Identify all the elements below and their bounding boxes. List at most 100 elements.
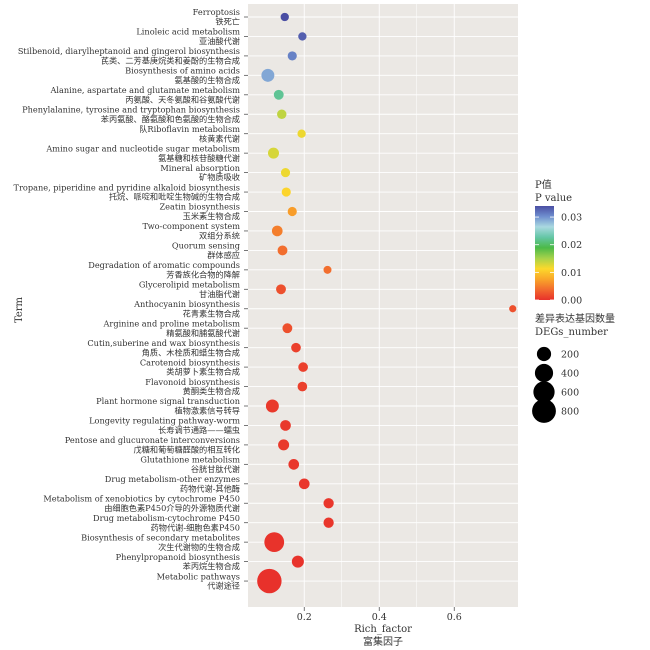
data-point bbox=[288, 459, 300, 470]
term-label-en: Metabolism of xenobiotics by cytochrome … bbox=[43, 493, 240, 503]
term-label-en: Biosynthesis of secondary metabolites bbox=[81, 532, 240, 542]
data-point bbox=[298, 32, 307, 41]
term-label-cn: 苯丙烷生物合成 bbox=[183, 561, 240, 571]
data-point bbox=[278, 439, 290, 451]
color-legend-title-en: P value bbox=[535, 193, 572, 204]
color-legend-label: 0.00 bbox=[561, 296, 582, 307]
term-label-en: Zeatin biosynthesis bbox=[159, 202, 240, 212]
term-label-en: Amino sugar and nucleotide sugar metabol… bbox=[45, 143, 240, 153]
term-label-cn: 黄酮类生物合成 bbox=[183, 386, 240, 396]
size-legend-label: 800 bbox=[561, 407, 579, 418]
term-label-cn: 丙氨酸、天冬氨酸和谷氨酸代谢 bbox=[125, 94, 240, 104]
term-label-cn: 铁死亡 bbox=[215, 17, 240, 27]
data-point bbox=[277, 245, 288, 256]
data-point bbox=[267, 147, 280, 159]
term-label-en: Phenylalanine, tyrosine and tryptophan b… bbox=[22, 104, 240, 114]
data-point bbox=[291, 342, 301, 353]
color-legend-bar bbox=[535, 206, 554, 300]
term-label-cn: 苯丙氨酸、酪氨酸和色氨酸的生物合成 bbox=[101, 114, 240, 124]
term-label-cn: 药物代谢-细胞色素P450 bbox=[151, 522, 240, 532]
size-legend-circle bbox=[536, 346, 552, 362]
term-label-en: Quorum sensing bbox=[172, 241, 240, 251]
term-label-cn: 氨基酸的生物合成 bbox=[174, 75, 240, 85]
term-label-cn: 芪类、二芳基庚烷类和姜酚的生物合成 bbox=[101, 56, 240, 66]
term-label-cn: 亚油酸代谢 bbox=[199, 36, 240, 46]
term-label-en: Tropane, piperidine and pyridine alkaloi… bbox=[14, 182, 240, 192]
term-label-cn: 核黄素代谢 bbox=[199, 133, 240, 143]
data-point bbox=[276, 284, 286, 295]
term-label-en: Phenylpropanoid biosynthesis bbox=[116, 552, 240, 562]
term-label-cn: 双组分系统 bbox=[199, 231, 240, 241]
term-label-en: Two-component system bbox=[142, 221, 240, 231]
data-point bbox=[287, 206, 297, 217]
data-point bbox=[287, 51, 297, 61]
term-label-en: Drug metabolism-cytochrome P450 bbox=[93, 513, 240, 523]
x-tick-label: 0.6 bbox=[447, 612, 462, 623]
term-label-cn: 甘油脂代谢 bbox=[199, 289, 240, 299]
term-label-cn: 矿物质吸收 bbox=[199, 172, 240, 182]
term-label-en: Longevity regulating pathway-worm bbox=[89, 416, 240, 426]
term-label-en: Glycerolipid metabolism bbox=[139, 280, 240, 290]
term-label-en: Flavonoid biosynthesis bbox=[145, 377, 240, 387]
size-legend-label: 600 bbox=[561, 388, 579, 399]
size-legend: 差异表达基因数量 DEGs_number 200 400 600 800 bbox=[532, 312, 615, 423]
x-axis-title: Rich_factor bbox=[354, 624, 412, 635]
data-point bbox=[298, 362, 308, 372]
term-label-en: Degradation of aromatic compounds bbox=[88, 260, 240, 270]
size-legend-circle bbox=[533, 381, 555, 403]
data-point bbox=[297, 129, 306, 138]
term-label-cn: 代谢途径 bbox=[207, 581, 240, 591]
size-legend-label: 200 bbox=[561, 350, 579, 361]
term-label-cn: 药物代谢-其他酶 bbox=[180, 483, 240, 493]
x-tick-label: 0.2 bbox=[297, 612, 312, 623]
data-point bbox=[323, 498, 334, 509]
term-label-en: Linoleic acid metabolism bbox=[136, 27, 240, 37]
data-point bbox=[265, 399, 279, 413]
x-axis-ticks: 0.2 0.4 0.6 bbox=[297, 607, 462, 623]
data-point bbox=[280, 420, 291, 431]
term-label-en: Stilbenoid, diarylheptanoid and gingerol… bbox=[18, 46, 240, 56]
term-label-cn: 类胡萝卜素生物合成 bbox=[166, 367, 240, 377]
term-label-en: Arginine and proline metabolism bbox=[103, 318, 241, 328]
data-point bbox=[271, 225, 283, 237]
term-label-en: Ferroptosis bbox=[193, 7, 240, 17]
color-legend: P值 P value 0.03 0.02 0.01 0.00 bbox=[535, 178, 582, 307]
data-point bbox=[273, 89, 284, 100]
term-label-en: Plant hormone signal transduction bbox=[96, 396, 241, 406]
term-label-en: Pentose and glucuronate interconversions bbox=[65, 435, 240, 445]
term-label-en: Alanine, aspartate and glutamate metabol… bbox=[50, 85, 241, 95]
data-point bbox=[264, 532, 285, 553]
data-point bbox=[281, 187, 291, 197]
term-label-cn: 芳香族化合物的降解 bbox=[166, 269, 240, 279]
term-label-en: Cutin,suberine and wax biosynthesis bbox=[87, 338, 240, 348]
term-label-en: Metabolic pathways bbox=[157, 571, 240, 581]
data-point bbox=[257, 568, 282, 594]
term-label-en: Drug metabolism-other enzymes bbox=[105, 474, 240, 484]
color-legend-label: 0.01 bbox=[561, 268, 582, 279]
size-legend-circle bbox=[532, 399, 556, 423]
term-label-en: Biosynthesis of amino acids bbox=[125, 66, 240, 76]
data-point bbox=[291, 555, 304, 568]
x-tick-label: 0.4 bbox=[372, 612, 387, 623]
color-legend-label: 0.02 bbox=[561, 240, 582, 251]
term-label-cn: 谷胱甘肽代谢 bbox=[191, 464, 240, 474]
term-label-en: Anthocyanin biosynthesis bbox=[133, 299, 240, 309]
term-label-cn: 角质、木栓质和蜡生物合成 bbox=[142, 347, 240, 357]
data-point bbox=[297, 381, 308, 392]
data-point bbox=[323, 517, 334, 528]
data-point bbox=[298, 478, 310, 490]
term-label-en: Mineral absorption bbox=[160, 163, 240, 173]
y-axis-title: Term bbox=[14, 296, 25, 323]
size-legend-label: 400 bbox=[561, 369, 579, 380]
data-point bbox=[282, 323, 293, 334]
data-point bbox=[261, 68, 275, 82]
term-label-cn: 氨基糖和核苷酸糖代谢 bbox=[158, 153, 240, 163]
data-point bbox=[280, 168, 291, 178]
data-points bbox=[257, 12, 517, 594]
size-legend-items: 200 400 600 800 bbox=[532, 346, 579, 423]
term-label-en: Glutathione metabolism bbox=[140, 455, 240, 465]
term-label-cn: 长寿调节通路——蠕虫 bbox=[158, 425, 240, 435]
term-label-cn: 花青素生物合成 bbox=[183, 308, 240, 318]
